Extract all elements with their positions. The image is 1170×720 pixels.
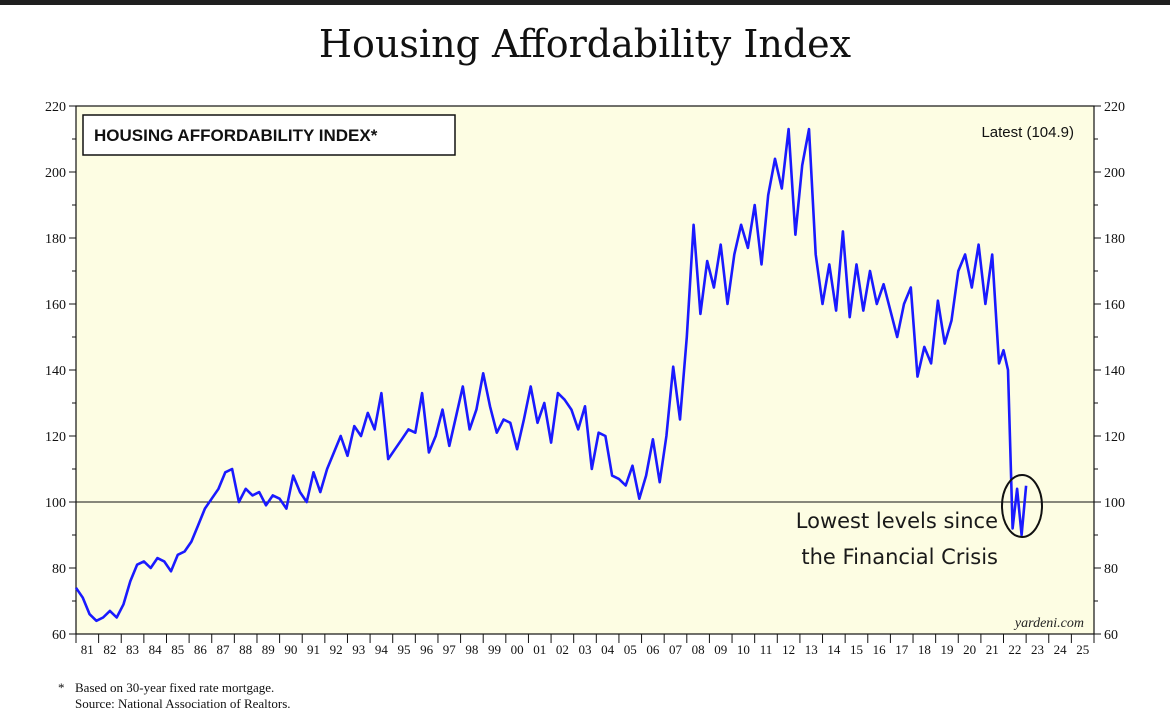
right-y-tick-label: 120: [1104, 430, 1125, 445]
x-tick-label: 97: [443, 642, 457, 657]
top-bar: [0, 0, 1170, 5]
x-tick-label: 18: [918, 642, 931, 657]
x-tick-label: 24: [1054, 642, 1068, 657]
left-y-tick-label: 160: [45, 298, 66, 313]
footnote-note-row: * Based on 30-year fixed rate mortgage.: [58, 680, 291, 696]
x-tick-label: 02: [556, 642, 569, 657]
x-tick-label: 96: [420, 642, 434, 657]
x-tick-label: 93: [352, 642, 365, 657]
x-tick-label: 05: [624, 642, 637, 657]
x-tick-label: 94: [375, 642, 389, 657]
x-tick-label: 86: [194, 642, 208, 657]
annotation-circle: [1001, 474, 1043, 538]
right-y-tick-label: 160: [1104, 298, 1125, 313]
footnote-note: Based on 30-year fixed rate mortgage.: [75, 680, 275, 695]
x-tick-label: 89: [262, 642, 275, 657]
x-tick-label: 82: [103, 642, 116, 657]
annotation-line-2: the Financial Crisis: [801, 545, 998, 569]
x-tick-label: 07: [669, 642, 683, 657]
series-line-housing-affordability: [74, 127, 1028, 623]
right-y-axis: 60 80 100 120 140 160 180 200 220: [1094, 100, 1125, 643]
left-y-tick-label: 120: [45, 430, 66, 445]
page-title: Housing Affordability Index: [318, 22, 852, 66]
x-tick-label: 92: [330, 642, 343, 657]
x-tick-label: 22: [1008, 642, 1021, 657]
footnote: * Based on 30-year fixed rate mortgage. S…: [58, 680, 291, 712]
right-y-tick-label: 200: [1104, 166, 1125, 181]
x-tick-label: 90: [284, 642, 297, 657]
x-tick-label: 98: [465, 642, 478, 657]
x-tick-label: 09: [714, 642, 727, 657]
x-tick-label: 19: [940, 642, 953, 657]
right-y-tick-label: 80: [1104, 562, 1118, 577]
x-tick-label: 23: [1031, 642, 1044, 657]
x-tick-label: 12: [782, 642, 795, 657]
x-tick-label: 01: [533, 642, 546, 657]
x-tick-label: 16: [873, 642, 887, 657]
x-tick-label: 95: [398, 642, 411, 657]
x-tick-label: 81: [81, 642, 94, 657]
left-y-axis: 60 80 100 120 140 160 180 200 220: [45, 100, 76, 643]
x-tick-label: 99: [488, 642, 501, 657]
x-tick-label: 91: [307, 642, 320, 657]
latest-value-label: Latest (104.9): [981, 124, 1074, 141]
x-tick-label: 06: [646, 642, 660, 657]
x-tick-label: 88: [239, 642, 252, 657]
right-y-tick-label: 60: [1104, 628, 1118, 643]
x-tick-label: 87: [217, 642, 231, 657]
footnote-marker: *: [58, 680, 65, 695]
x-tick-label: 10: [737, 642, 750, 657]
x-tick-label: 84: [149, 642, 163, 657]
x-tick-label: 15: [850, 642, 863, 657]
x-tick-label: 11: [760, 642, 773, 657]
plot-area: [75, 105, 1095, 635]
x-tick-label: 17: [895, 642, 909, 657]
left-y-tick-label: 140: [45, 364, 66, 379]
left-y-tick-label: 200: [45, 166, 66, 181]
left-y-tick-label: 220: [45, 100, 66, 115]
right-y-tick-label: 140: [1104, 364, 1125, 379]
x-tick-label: 85: [171, 642, 184, 657]
chart-title-box: HOUSING AFFORDABILITY INDEX*: [82, 114, 456, 156]
x-tick-label: 25: [1076, 642, 1089, 657]
footnote-source: Source: National Association of Realtors…: [75, 696, 291, 711]
chart-title: HOUSING AFFORDABILITY INDEX*: [94, 126, 378, 145]
right-y-tick-label: 100: [1104, 496, 1125, 511]
left-y-tick-label: 60: [52, 628, 66, 643]
x-tick-label: 13: [805, 642, 818, 657]
annotation-line-1: Lowest levels since: [796, 509, 998, 533]
left-y-tick-label: 100: [45, 496, 66, 511]
left-y-tick-label: 180: [45, 232, 66, 247]
x-tick-label: 08: [692, 642, 705, 657]
left-y-tick-label: 80: [52, 562, 66, 577]
x-tick-label: 14: [827, 642, 841, 657]
x-tick-label: 21: [986, 642, 999, 657]
right-y-tick-label: 220: [1104, 100, 1125, 115]
right-y-tick-label: 180: [1104, 232, 1125, 247]
source-watermark: yardeni.com: [1013, 616, 1084, 631]
x-axis: 81 82 83 84 85 86 87 88 89 90 91 92 93 94 95 96 97 98 99 00…: [75, 634, 1095, 657]
x-tick-label: 83: [126, 642, 139, 657]
x-tick-label: 03: [579, 642, 592, 657]
x-tick-label: 20: [963, 642, 976, 657]
chart-title-frame: [82, 114, 456, 156]
x-tick-label: 04: [601, 642, 615, 657]
x-tick-label: 00: [511, 642, 524, 657]
